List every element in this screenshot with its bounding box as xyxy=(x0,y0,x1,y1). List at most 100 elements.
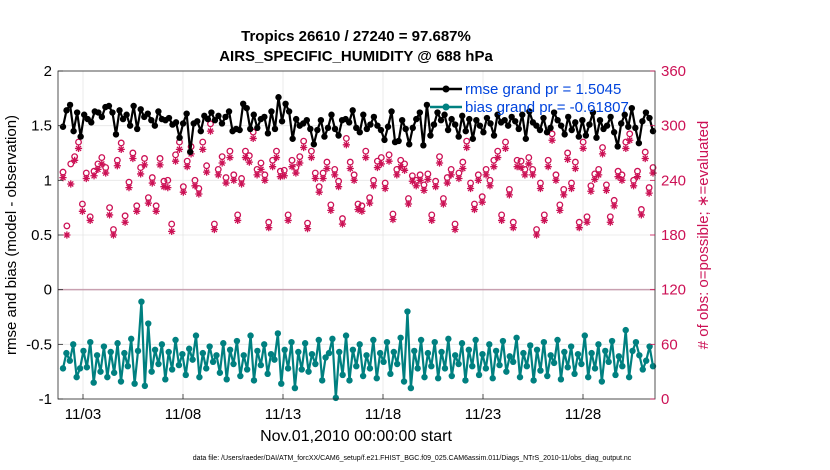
rmse-point xyxy=(388,108,395,115)
rmse-point xyxy=(204,115,212,123)
bias-point xyxy=(182,371,189,379)
rmse-point xyxy=(307,125,314,133)
bias-point xyxy=(141,382,149,390)
bias-point xyxy=(151,346,159,353)
rmse-point xyxy=(349,107,356,114)
bias-point xyxy=(424,349,432,357)
rmse-point xyxy=(356,129,363,136)
bias-point xyxy=(93,352,101,359)
bias-point xyxy=(73,373,80,381)
bias-point xyxy=(66,357,74,364)
obs-evaluated-marker xyxy=(63,231,71,239)
rmse-point xyxy=(331,125,339,133)
bias-point xyxy=(472,336,479,344)
bias-point xyxy=(451,352,459,359)
obs-evaluated-marker xyxy=(234,216,242,225)
obs-evaluated-marker xyxy=(105,211,114,219)
bias-point xyxy=(411,347,418,355)
bias-point xyxy=(336,348,343,356)
x-tick-label: 11/13 xyxy=(265,406,301,423)
rmse-point xyxy=(427,132,434,139)
rmse-point xyxy=(480,129,487,136)
rmse-point xyxy=(278,118,286,125)
obs-evaluated-marker xyxy=(606,218,614,226)
bias-point xyxy=(209,358,217,366)
bias-point xyxy=(284,365,292,372)
obs-evaluated-marker xyxy=(564,155,572,163)
obs-evaluated-marker xyxy=(67,180,75,188)
rmse-point xyxy=(409,124,416,132)
obs-evaluated-marker xyxy=(156,161,164,169)
rmse-point xyxy=(448,115,455,123)
rmse-point xyxy=(119,115,127,123)
obs-evaluated-marker xyxy=(125,184,133,192)
obs-evaluated-marker xyxy=(521,171,529,179)
obs-evaluated-marker xyxy=(269,163,277,171)
rmse-point xyxy=(603,122,611,129)
bias-point xyxy=(322,354,329,361)
bias-point xyxy=(554,336,561,344)
rmse-point xyxy=(208,109,215,116)
rmse-point xyxy=(59,123,67,130)
bias-point xyxy=(250,377,258,384)
bias-point xyxy=(455,360,462,368)
obs-evaluated-marker xyxy=(183,163,191,171)
rmse-point xyxy=(172,119,180,126)
obs-evaluated-marker xyxy=(408,177,416,185)
chart-title-line1: Tropics 26610 / 27240 = 97.687% xyxy=(241,28,471,45)
rmse-point xyxy=(264,130,272,137)
obs-evaluated-marker xyxy=(567,184,576,193)
obs-evaluated-marker xyxy=(160,183,168,191)
bias-point xyxy=(414,365,421,372)
bias-point xyxy=(608,337,616,345)
obs-evaluated-marker xyxy=(389,215,397,224)
rmse-point xyxy=(66,101,74,109)
rmse-point xyxy=(218,120,226,127)
rmse-point xyxy=(416,109,424,116)
bias-point xyxy=(595,341,602,348)
bias-point xyxy=(407,384,415,392)
obs-evaluated-marker xyxy=(253,171,261,179)
bias-point xyxy=(370,336,377,344)
obs-evaluated-marker xyxy=(230,176,238,184)
bias-point xyxy=(523,363,531,370)
rmse-point xyxy=(575,133,583,140)
obs-evaluated-marker xyxy=(276,173,284,181)
obs-evaluated-marker xyxy=(412,182,420,190)
rmse-point xyxy=(250,111,257,118)
obs-evaluated-marker xyxy=(377,160,385,168)
series-layer xyxy=(59,94,657,402)
bias-point xyxy=(646,343,653,350)
bias-point xyxy=(318,377,326,384)
rmse-point xyxy=(105,102,113,110)
bias-point xyxy=(172,336,179,344)
rmse-point xyxy=(176,134,183,141)
bias-point xyxy=(475,371,483,379)
bias-point xyxy=(203,365,210,372)
obs-evaluated-marker xyxy=(86,216,94,225)
bias-point xyxy=(332,394,340,402)
obs-evaluated-marker xyxy=(513,163,521,171)
bias-point xyxy=(591,365,599,372)
rmse-point xyxy=(501,117,508,124)
obs-evaluated-marker xyxy=(571,164,579,173)
bias-point xyxy=(520,349,527,357)
obs-possible-marker xyxy=(199,138,207,146)
obs-evaluated-marker xyxy=(486,182,494,190)
obs-evaluated-marker xyxy=(548,136,556,144)
rmse-series xyxy=(59,94,657,156)
left-tick-label: 0 xyxy=(44,282,52,299)
obs-evaluated-marker xyxy=(121,218,129,226)
obs-evaluated-marker xyxy=(614,173,622,181)
rmse-point xyxy=(512,118,519,125)
bias-point xyxy=(527,342,534,349)
right-tick-label: 60 xyxy=(661,336,678,353)
bias-point xyxy=(63,349,70,357)
bias-point xyxy=(462,377,469,384)
obs-evaluated-marker xyxy=(610,202,618,210)
bias-point xyxy=(134,347,142,355)
rmse-point xyxy=(353,124,360,132)
rmse-point xyxy=(490,132,498,139)
bias-point xyxy=(274,330,282,337)
rmse-point xyxy=(133,125,141,133)
